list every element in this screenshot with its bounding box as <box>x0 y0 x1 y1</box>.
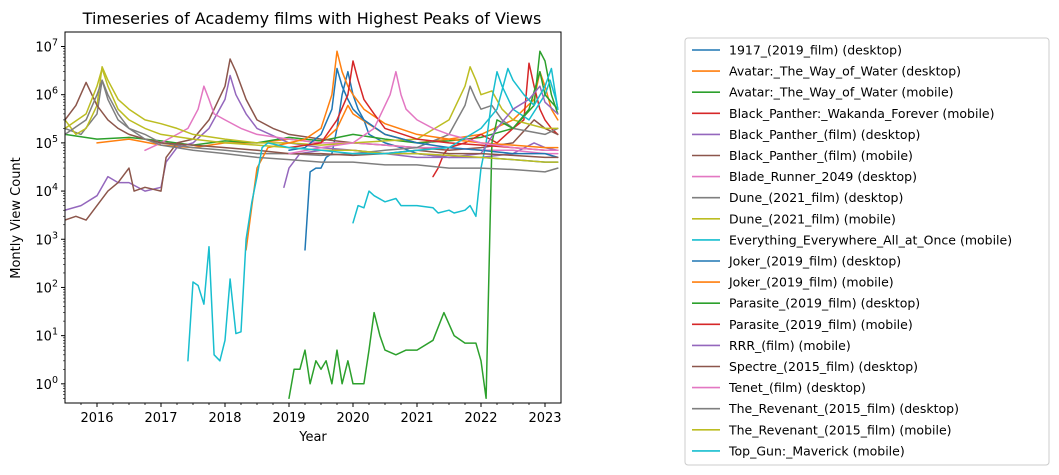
series-line-18 <box>65 79 559 173</box>
y-tick-label: 105 <box>35 134 58 152</box>
legend-label: Black_Panther_(film) (mobile) <box>729 148 913 163</box>
legend-item: Tenet_(film) (desktop) <box>692 380 866 395</box>
legend-label: Everything_Everywhere_All_at_Once (mobil… <box>729 232 1012 247</box>
y-tick-label: 103 <box>35 230 58 248</box>
legend-item: Joker_(2019_film) (desktop) <box>692 254 901 269</box>
legend-item: Parasite_(2019_film) (mobile) <box>692 317 913 332</box>
legend-label: Avatar:_The_Way_of_Water (desktop) <box>729 64 961 79</box>
series-line-13 <box>288 70 559 400</box>
x-tick-label: 2020 <box>336 411 369 426</box>
legend-label: Dune_(2021_film) (desktop) <box>729 190 903 205</box>
x-axis-title: Year <box>298 430 327 445</box>
y-tick-label: 104 <box>35 182 58 200</box>
legend-label: Joker_(2019_film) (mobile) <box>728 275 894 290</box>
legend-label: Tenet_(film) (desktop) <box>728 380 866 395</box>
legend-item: RRR_(film) (mobile) <box>692 338 851 353</box>
legend-label: 1917_(2019_film) (desktop) <box>729 43 902 58</box>
legend-label: The_Revenant_(2015_film) (desktop) <box>728 401 959 416</box>
legend-item: Spectre_(2015_film) (desktop) <box>692 359 918 374</box>
legend-item: Black_Panther:_Wakanda_Forever (mobile) <box>692 106 995 121</box>
series-line-6 <box>65 58 559 221</box>
y-tick-label: 106 <box>35 86 58 104</box>
legend-label: RRR_(film) (mobile) <box>729 338 851 353</box>
legend-frame <box>684 37 1050 466</box>
chart-title: Timeseries of Academy films with Highest… <box>82 9 542 28</box>
legend-label: Black_Panther_(film) (desktop) <box>729 127 920 142</box>
legend-item: Black_Panther_(film) (desktop) <box>692 127 920 142</box>
legend-item: Avatar:_The_Way_of_Water (desktop) <box>692 64 961 79</box>
x-tick-label: 2017 <box>144 411 177 426</box>
series-line-16 <box>65 81 559 159</box>
series-line-17 <box>288 70 559 155</box>
legend-label: Top_Gun:_Maverick (mobile) <box>728 443 905 458</box>
series-line-3 <box>65 50 559 146</box>
legend-item: Top_Gun:_Maverick (mobile) <box>692 443 905 458</box>
series-line-19 <box>65 67 559 163</box>
legend-label: Dune_(2021_film) (mobile) <box>729 211 896 226</box>
series-line-15 <box>283 85 559 189</box>
y-tick-label: 101 <box>35 327 58 345</box>
legend-label: Parasite_(2019_film) (mobile) <box>729 317 913 332</box>
legend-item: Dune_(2021_film) (mobile) <box>692 211 896 226</box>
y-axis: 100 101 102 103 104 105 106 107 <box>35 38 65 399</box>
x-axis: 2016 2017 2018 2019 2020 2021 2022 2023 <box>80 403 562 426</box>
x-tick-label: 2016 <box>80 411 113 426</box>
series-layer <box>65 50 559 400</box>
series-line-20 <box>187 67 559 362</box>
x-tick-label: 2022 <box>464 411 497 426</box>
y-tick-label: 100 <box>35 375 58 393</box>
x-tick-label: 2023 <box>528 411 561 426</box>
y-tick-label: 102 <box>35 278 58 296</box>
x-tick-label: 2021 <box>400 411 433 426</box>
y-axis-title: Montly View Count <box>9 157 24 279</box>
legend-label: The_Revenant_(2015_film) (mobile) <box>728 422 952 437</box>
legend-label: Parasite_(2019_film) (desktop) <box>729 296 920 311</box>
legend-item: The_Revenant_(2015_film) (desktop) <box>692 401 959 416</box>
legend-item: Joker_(2019_film) (mobile) <box>692 275 894 290</box>
legend-item: Parasite_(2019_film) (desktop) <box>692 296 920 311</box>
legend: 1917_(2019_film) (desktop) Avatar:_The_Wa… <box>684 37 1050 466</box>
legend-item: Dune_(2021_film) (desktop) <box>692 190 903 205</box>
legend-label: Spectre_(2015_film) (desktop) <box>729 359 918 374</box>
plot-frame <box>64 31 562 404</box>
legend-item: Everything_Everywhere_All_at_Once (mobil… <box>692 232 1012 247</box>
legend-item: 1917_(2019_film) (desktop) <box>692 43 902 58</box>
y-tick-label: 107 <box>35 38 58 56</box>
legend-label: Avatar:_The_Way_of_Water (mobile) <box>729 85 954 100</box>
series-line-5 <box>65 74 559 211</box>
x-tick-label: 2018 <box>208 411 241 426</box>
series-line-8 <box>65 79 559 157</box>
legend-label: Blade_Runner_2049 (desktop) <box>729 169 917 184</box>
legend-item: Black_Panther_(film) (mobile) <box>692 148 913 163</box>
legend-label: Black_Panther:_Wakanda_Forever (mobile) <box>729 106 995 121</box>
x-tick-label: 2019 <box>272 411 305 426</box>
legend-item: Blade_Runner_2049 (desktop) <box>692 169 917 184</box>
legend-item: The_Revenant_(2015_film) (mobile) <box>692 422 952 437</box>
legend-label: Joker_(2019_film) (desktop) <box>728 254 901 269</box>
legend-item: Avatar:_The_Way_of_Water (mobile) <box>692 85 954 100</box>
series-line-11 <box>288 67 559 159</box>
